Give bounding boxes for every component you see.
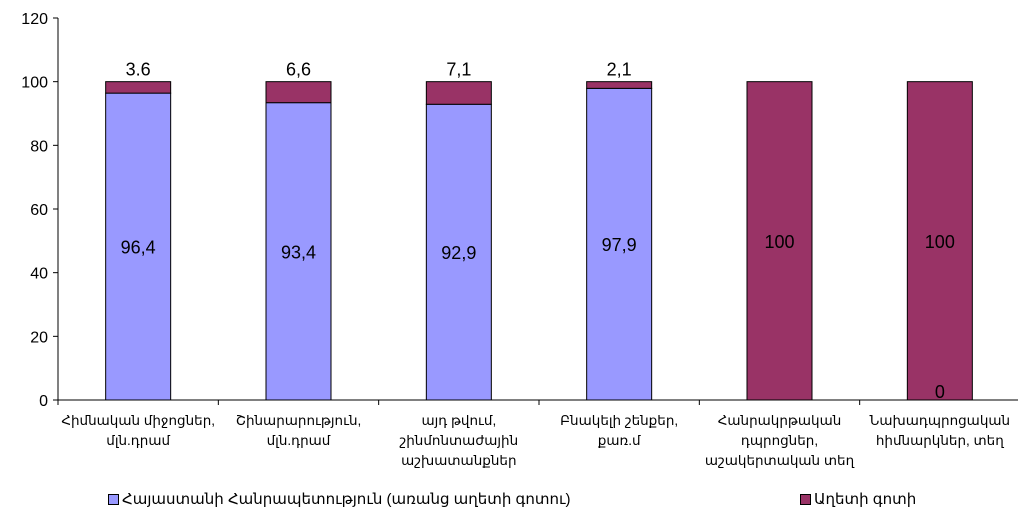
x-category-label: մլն.դրամ (106, 433, 170, 448)
bar-disaster-zone (746, 81, 813, 401)
x-category-label: հիմնարկներ, տեղ (876, 433, 1004, 448)
bar-armenia (265, 102, 332, 401)
x-category-label: Բնակելի շենքեր, (560, 413, 678, 428)
data-label-armenia: 97,9 (602, 235, 637, 255)
y-tick-label: 100 (21, 75, 48, 92)
y-tick-label: 40 (30, 266, 48, 283)
data-label-armenia: 0 (935, 382, 945, 402)
x-category-label: մլն.դրամ (267, 433, 331, 448)
legend-swatch-disaster-zone (800, 493, 811, 505)
x-category-label: այդ թվում, (421, 413, 496, 428)
legend-label-disaster-zone: Աղետի գոտի (814, 491, 917, 508)
data-label-disaster-zone: 2,1 (607, 60, 632, 80)
data-label-armenia: 96,4 (121, 238, 156, 258)
legend-swatch-armenia (108, 493, 119, 505)
y-tick-label: 80 (30, 138, 48, 155)
x-category-label: շինմոնտաժային (400, 433, 519, 448)
bar-disaster-zone (425, 81, 492, 105)
x-category-label: Հանրակրթական (718, 413, 842, 428)
y-tick-label: 0 (39, 393, 48, 410)
data-label-disaster-zone: 100 (925, 232, 955, 252)
data-label-armenia: 92,9 (441, 243, 476, 263)
legend-entry-disaster-zone: Աղետի գոտի (800, 490, 916, 508)
legend-label-armenia: Հայաստանի Հանրապետություն (առանց աղետի գ… (122, 491, 571, 508)
bar-disaster-zone (105, 81, 172, 94)
bar-disaster-zone (906, 81, 973, 401)
y-tick-label: 60 (30, 202, 48, 219)
x-category-label: քառ.մ (598, 433, 641, 448)
bar-armenia (105, 92, 172, 401)
x-category-label: աշակերտական տեղ (705, 453, 855, 468)
bar-armenia (586, 87, 653, 401)
data-label-disaster-zone: 100 (764, 232, 794, 252)
x-category-label: Նախադպրոցական (870, 413, 1011, 428)
x-category-label: աշխատանքներ (401, 453, 516, 468)
data-label-disaster-zone: 3.6 (126, 60, 151, 80)
data-label-disaster-zone: 7,1 (446, 60, 471, 80)
x-category-label: Շինարարություն, (236, 413, 362, 428)
x-category-label: Հիմնական միջոցներ, (61, 413, 215, 428)
data-label-disaster-zone: 6,6 (286, 60, 311, 80)
x-category-label: դպրոցներ, (741, 433, 818, 448)
legend-entry-armenia: Հայաստանի Հանրապետություն (առանց աղետի գ… (108, 490, 571, 508)
data-label-armenia: 93,4 (281, 242, 316, 262)
bar-armenia (425, 103, 492, 401)
y-tick-label: 120 (21, 11, 48, 28)
bar-disaster-zone (586, 81, 653, 89)
y-tick-label: 20 (30, 329, 48, 346)
bar-disaster-zone (265, 81, 332, 104)
